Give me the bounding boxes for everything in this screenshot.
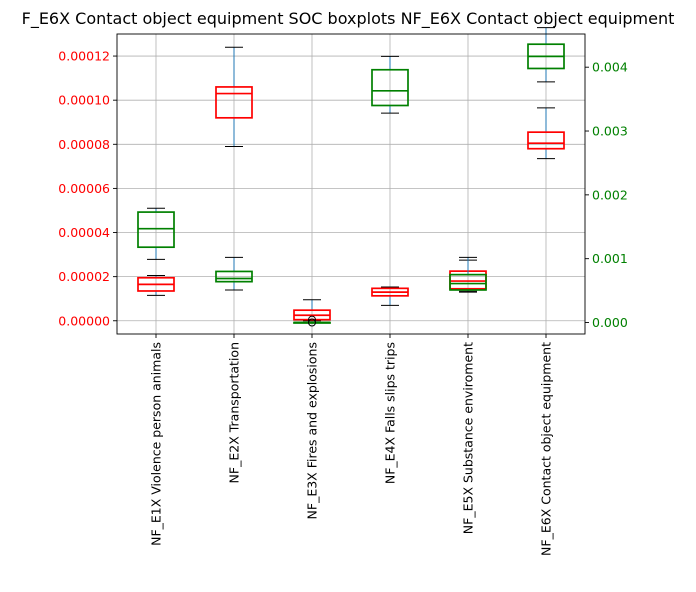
left-tick-label: 0.00010 <box>58 93 110 108</box>
box-left-6 <box>527 131 565 150</box>
x-tick-label: NF_E5X Substance enviroment <box>461 342 476 534</box>
right-tick-label: 0.002 <box>592 187 628 202</box>
left-tick-label: 0.00004 <box>58 225 110 240</box>
chart-title: F_E6X Contact object equipment SOC boxpl… <box>22 9 675 29</box>
x-tick-label: NF_E1X Violence person animals <box>149 342 164 546</box>
box-right-5 <box>449 273 487 291</box>
box-right-4 <box>371 68 409 107</box>
x-tick-label: NF_E2X Transportation <box>227 342 242 483</box>
left-tick-label: 0.00012 <box>58 49 110 64</box>
x-tick-label: NF_E6X Contact object equipment <box>539 342 554 556</box>
left-tick-label: 0.00000 <box>58 313 110 328</box>
box-right-1 <box>137 211 175 249</box>
right-tick-label: 0.001 <box>592 251 628 266</box>
x-tick-label: NF_E4X Falls slips trips <box>383 342 398 484</box>
right-tick-label: 0.004 <box>592 60 628 75</box>
plot-frame <box>116 33 586 335</box>
right-tick-label: 0.003 <box>592 124 628 139</box>
x-tick-label: NF_E3X Fires and explosions <box>305 342 320 519</box>
box-left-2 <box>215 86 253 119</box>
left-tick-label: 0.00008 <box>58 137 110 152</box>
box-right-2 <box>215 270 253 283</box>
left-tick-label: 0.00006 <box>58 181 110 196</box>
right-tick-label: 0.000 <box>592 315 628 330</box>
left-tick-label: 0.00002 <box>58 269 110 284</box>
flier-point <box>308 318 316 327</box>
